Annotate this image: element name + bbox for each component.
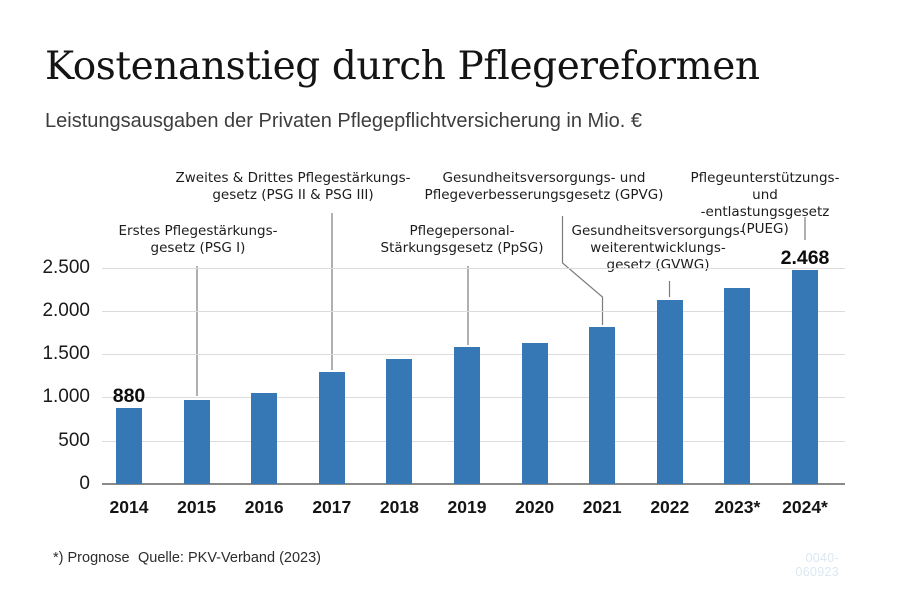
annotation-pueg: Pflegeunterstützungs- und -entlastungsge…	[690, 170, 840, 237]
x-axis-tick-label: 2014	[109, 497, 149, 517]
bar-2018	[386, 359, 413, 484]
bar-2024	[792, 270, 818, 484]
bar-2015	[183, 399, 210, 484]
bar-2022	[656, 299, 683, 484]
graphic-id-code: 0040-060923	[795, 551, 839, 579]
bar-2014	[116, 407, 142, 484]
source-credit: Quelle: PKV-Verband (2023)	[138, 550, 321, 566]
bar-2017	[318, 372, 345, 484]
x-axis-tick-label: 2019	[447, 497, 487, 517]
annotation-psg2-psg3: Zweites & Drittes Pflegestärkungs- geset…	[175, 170, 411, 203]
y-axis-tick-label: 2.000	[42, 299, 90, 321]
annotation-psg1: Erstes Pflegestärkungs- gesetz (PSG I)	[118, 223, 278, 256]
x-axis-tick-label: 2015	[177, 497, 217, 517]
x-axis-tick-label: 2016	[244, 497, 284, 517]
bar-2019	[454, 347, 480, 484]
annotation-gvwg: Gesundheitsversorgungs- weiterentwicklun…	[571, 223, 745, 273]
annotation-gpvg: Gesundheitsversorgungs- und Pflegeverbes…	[424, 170, 664, 203]
x-axis-tick-label: 2017	[312, 497, 352, 517]
x-axis-tick-label: 2021	[582, 497, 622, 517]
bar-value-label: 2.468	[780, 247, 830, 270]
gridline	[102, 267, 845, 269]
bar-value-label: 880	[112, 384, 146, 407]
y-axis-tick-label: 1.500	[42, 343, 90, 365]
x-axis-tick-label: 2022	[650, 497, 690, 517]
annotation-ppsg: Pflegepersonal- Stärkungsgesetz (PpSG)	[380, 223, 544, 256]
y-axis-tick-label: 2.500	[42, 256, 90, 278]
gridline	[102, 310, 845, 312]
y-axis-tick-label: 500	[58, 429, 90, 451]
x-axis-line	[102, 483, 845, 485]
x-axis-tick-label: 2024*	[782, 497, 828, 517]
page-title: Kostenanstieg durch Pflegereformen	[45, 44, 760, 89]
bar-2021	[589, 327, 616, 484]
x-axis-tick-label: 2020	[515, 497, 555, 517]
x-axis-tick-label: 2023*	[714, 497, 761, 517]
y-axis-tick-label: 1.000	[42, 386, 90, 408]
bar-2016	[251, 393, 278, 484]
bar-2023	[724, 288, 751, 484]
bar-2020	[521, 342, 548, 484]
footnote-prognose: *) Prognose	[53, 550, 130, 566]
page-subtitle: Leistungsausgaben der Privaten Pflegepfl…	[45, 110, 643, 132]
x-axis-tick-label: 2018	[379, 497, 419, 517]
y-axis-tick-label: 0	[79, 473, 90, 494]
